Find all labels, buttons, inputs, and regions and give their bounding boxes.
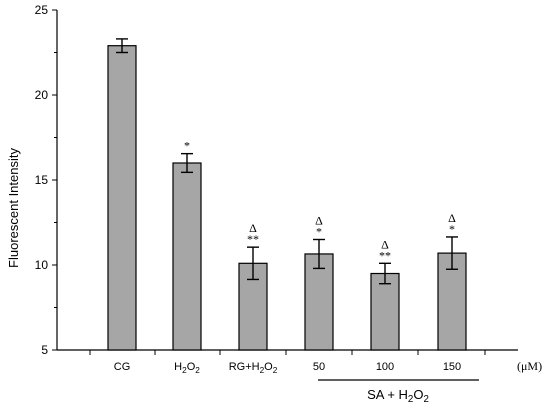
significance-stars: * [449, 222, 455, 236]
significance-delta: Δ [249, 221, 257, 235]
unit-label: (μM) [517, 359, 542, 373]
bars: ***Δ *Δ**Δ*Δ [107, 38, 467, 351]
bar [304, 253, 334, 351]
y-axis: 5 10 15 20 25 [35, 3, 58, 357]
y-tick-label: 20 [35, 88, 49, 102]
category-label: CG [114, 361, 131, 373]
group-label: SA + H2O2 [367, 387, 429, 405]
y-tick-label: 10 [35, 258, 49, 272]
bar [172, 162, 202, 351]
significance-stars: ** [379, 248, 391, 262]
significance-stars: * [316, 225, 322, 239]
x-axis [57, 349, 518, 355]
y-tick-label: 15 [35, 173, 49, 187]
category-label: H2O2 [174, 361, 200, 375]
category-label: 150 [443, 361, 461, 373]
category-label: 100 [376, 361, 394, 373]
y-axis-title: Fluorescent Intensity [6, 148, 21, 268]
y-tick-label: 5 [41, 343, 48, 357]
bar [107, 45, 137, 351]
significance-delta: Δ [448, 211, 456, 225]
significance-delta: Δ [315, 214, 323, 228]
bar [370, 272, 400, 351]
significance-stars: ** [247, 232, 259, 246]
significance-delta: Δ [381, 237, 389, 251]
category-label: RG+H2O2 [229, 361, 278, 375]
y-tick-label: 25 [35, 3, 49, 17]
category-label: 50 [313, 361, 325, 373]
category-labels: CG H2O2 RG+H2O2 50 100 150 [114, 361, 461, 375]
significance-stars: * [184, 139, 190, 153]
